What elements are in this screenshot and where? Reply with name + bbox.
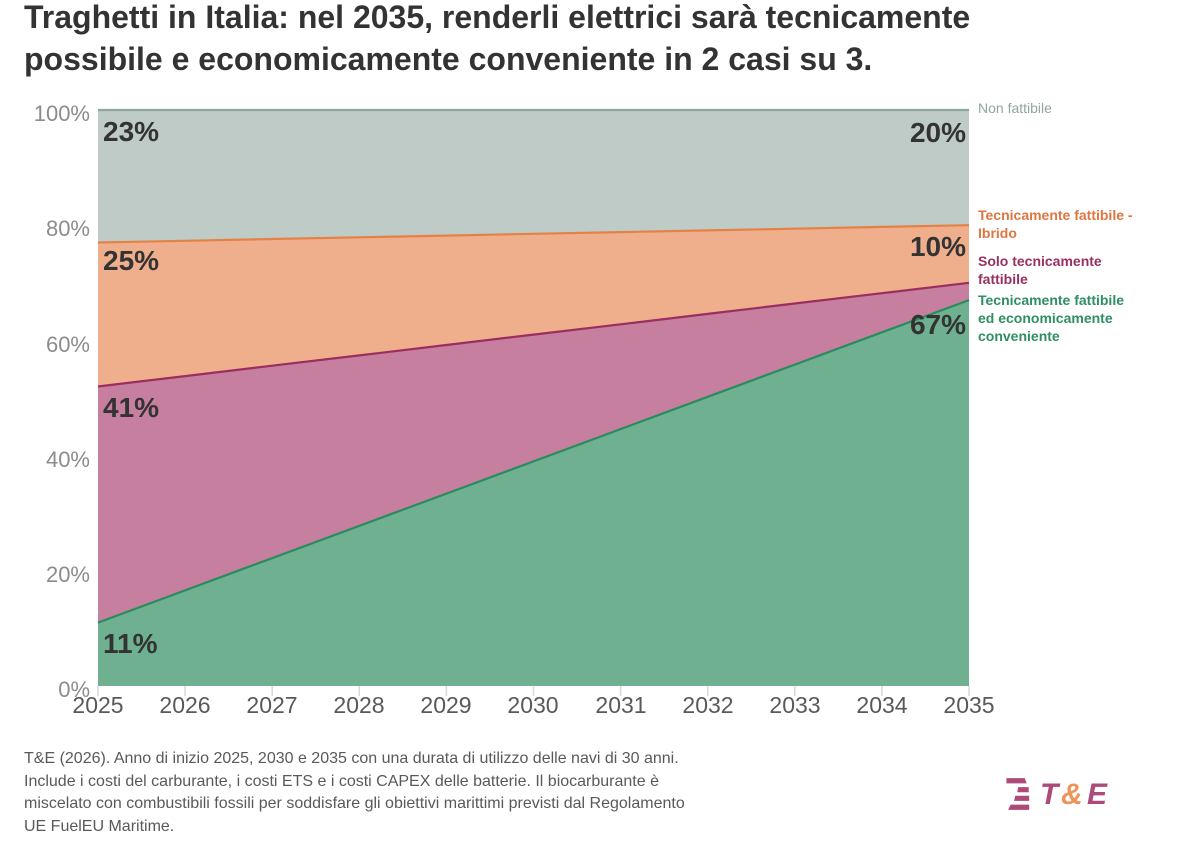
svg-text:T: T [1040, 778, 1061, 811]
svg-text:E: E [1087, 778, 1108, 811]
svg-text:&: & [1061, 778, 1083, 811]
